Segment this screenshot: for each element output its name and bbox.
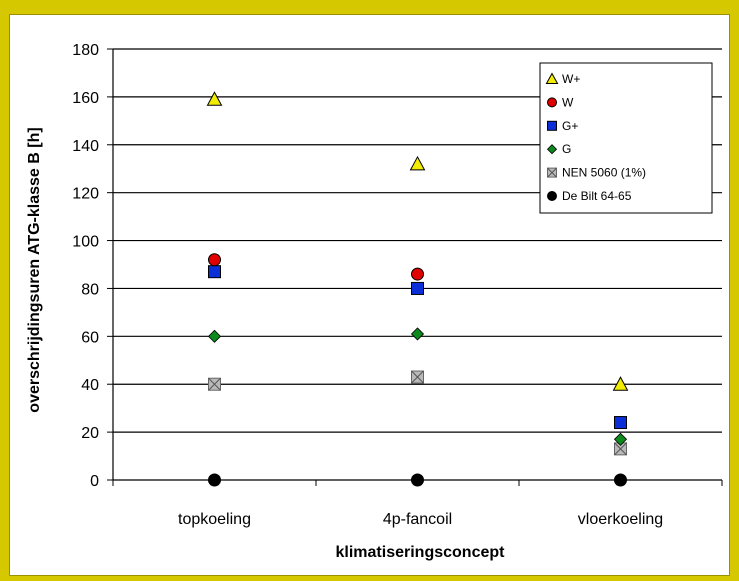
data-point: [208, 473, 221, 487]
legend-label: W+: [562, 72, 580, 86]
y-tick-label: 140: [72, 138, 99, 155]
x-tick-label: topkoeling: [178, 511, 251, 528]
data-points: [206, 91, 629, 487]
marker-cross: [547, 167, 557, 178]
legend-marker: [545, 72, 559, 84]
y-tick-label: 80: [81, 281, 99, 298]
data-point: [410, 327, 425, 341]
legend: W+ W G+ G NEN 5060 (1%) De Bilt 64-65: [539, 62, 713, 214]
y-tick-label: 120: [72, 186, 99, 203]
legend-marker: [547, 191, 557, 201]
legend-label: W: [562, 95, 574, 109]
legend-marker: [547, 120, 557, 131]
data-point: [411, 267, 424, 281]
x-axis-title: klimatiseringsconcept: [336, 544, 506, 561]
y-tick-label: 0: [90, 473, 99, 490]
y-tick-label: 60: [81, 329, 99, 346]
data-point: [614, 416, 627, 430]
data-point: [613, 432, 628, 446]
marker-cross: [208, 377, 221, 391]
data-point: [208, 265, 221, 279]
x-tick-label: 4p-fancoil: [383, 511, 452, 528]
data-point: [614, 473, 627, 487]
data-point: [612, 376, 629, 391]
data-point: [411, 473, 424, 487]
legend-label: G: [562, 142, 571, 156]
y-tick-label: 20: [81, 425, 99, 442]
y-tick-label: 100: [72, 234, 99, 251]
data-point: [411, 281, 424, 295]
legend-label: NEN 5060 (1%): [562, 166, 646, 180]
marker-cross: [411, 370, 424, 384]
legend-label: De Bilt 64-65: [562, 189, 632, 203]
data-point: [409, 155, 426, 171]
data-point: [208, 377, 221, 391]
y-tick-label: 40: [81, 377, 99, 394]
legend-label: G+: [562, 119, 578, 133]
data-point: [208, 253, 221, 267]
data-point: [207, 329, 222, 343]
legend-marker: [547, 167, 557, 178]
x-tick-label: vloerkoeling: [578, 511, 663, 528]
tick-labels: 0 20 40 60 80 100 120 140 160 180 topkoeling 4p-fan…: [72, 42, 663, 528]
data-point: [411, 370, 424, 384]
legend-box: [539, 62, 713, 214]
legend-marker: [547, 97, 557, 108]
marker-cross: [614, 442, 627, 456]
y-axis-title: overschrijdingsuren ATG-klasse B [h]: [26, 127, 43, 412]
y-tick-label: 160: [72, 90, 99, 107]
legend-marker: [546, 144, 558, 155]
data-point: [206, 91, 223, 106]
y-tick-label: 180: [72, 42, 99, 59]
